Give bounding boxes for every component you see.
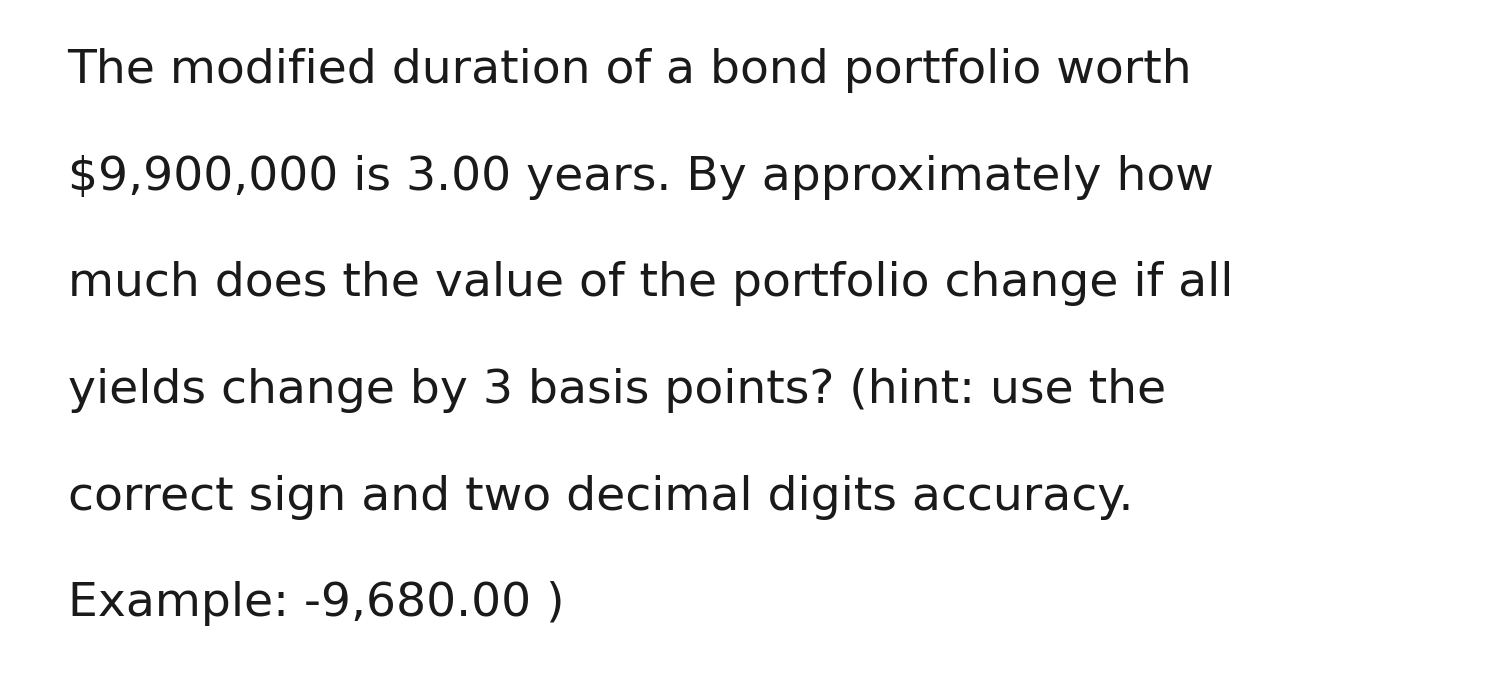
Text: correct sign and two decimal digits accuracy.: correct sign and two decimal digits accu… bbox=[68, 475, 1132, 519]
Text: The modified duration of a bond portfolio worth: The modified duration of a bond portfoli… bbox=[68, 48, 1192, 93]
Text: $9,900,000 is 3.00 years. By approximately how: $9,900,000 is 3.00 years. By approximate… bbox=[68, 155, 1214, 200]
Text: yields change by 3 basis points? (hint: use the: yields change by 3 basis points? (hint: … bbox=[68, 368, 1166, 413]
Text: Example: -9,680.00 ): Example: -9,680.00 ) bbox=[68, 581, 564, 626]
Text: much does the value of the portfolio change if all: much does the value of the portfolio cha… bbox=[68, 261, 1233, 306]
